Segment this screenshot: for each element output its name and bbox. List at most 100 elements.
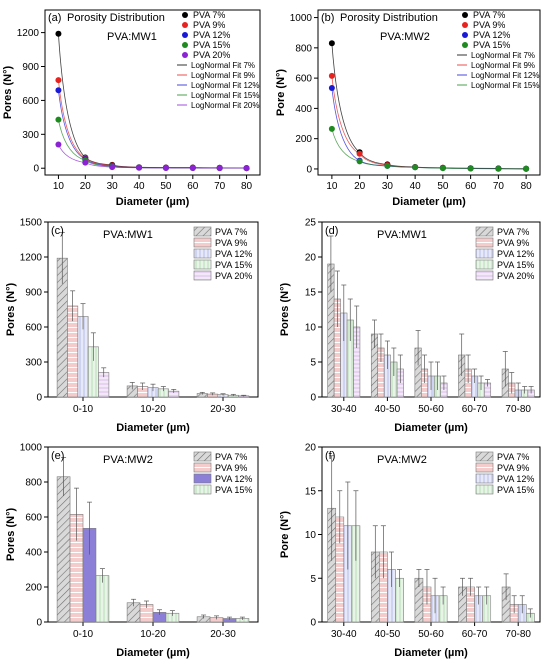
- legend-swatch: [193, 237, 212, 248]
- y-tick-label: 600: [22, 96, 39, 107]
- legend-marker: [462, 22, 468, 28]
- x-tick-label: 40-50: [375, 404, 401, 415]
- x-tick-label: 70: [493, 181, 505, 192]
- y-axis-label: Pores (N°): [279, 283, 291, 337]
- x-tick-label: 30: [382, 181, 394, 192]
- x-tick-label: 80: [521, 181, 533, 192]
- legend-swatch: [475, 270, 494, 281]
- legend-marker: [182, 42, 188, 48]
- chart-title: Porosity Distribution: [340, 12, 438, 24]
- y-tick-label: 600: [25, 513, 42, 524]
- y-tick-label: 1000: [20, 443, 43, 454]
- x-tick-label: 10-20: [140, 629, 166, 640]
- x-tick-label: 50: [437, 181, 449, 192]
- chart-subtitle: PVA:MW1: [377, 229, 427, 241]
- legend-entry: PVA 15%: [215, 485, 252, 495]
- y-axis-label: Pore (N°): [275, 69, 287, 117]
- legend-entry: PVA 15%: [215, 260, 252, 270]
- legend-swatch: [193, 473, 212, 484]
- y-tick-label: 400: [25, 548, 42, 559]
- legend-swatch: [475, 237, 494, 248]
- data-point-pva-12: [55, 87, 62, 94]
- legend-swatch: [193, 462, 212, 473]
- y-tick-label: 300: [22, 130, 39, 141]
- x-tick-label: 10: [326, 181, 338, 192]
- data-point-pva-15: [412, 164, 419, 171]
- panel-c: 0 300 600 900 1200 1500 0-10 10-20 20-30 (c) PVA:M…: [5, 218, 259, 434]
- legend-marker: [462, 42, 468, 48]
- data-point-pva-20: [243, 165, 250, 172]
- panel-f: 0 5 10 15 20 30-40 40-50 50-60 60-70 70-80 (f) PVA:…: [279, 443, 541, 659]
- y-tick-label: 800: [25, 478, 42, 489]
- legend-entry: PVA 20%: [497, 271, 534, 281]
- legend-entry: LogNormal Fit 9%: [191, 71, 255, 80]
- chart-title: Porosity Distribution: [67, 12, 165, 24]
- legend-entry: LogNormal Fit 12%: [191, 81, 259, 90]
- legend-entry: PVA 20%: [215, 271, 252, 281]
- y-tick-label: 5: [310, 574, 316, 585]
- x-tick-label: 20-30: [210, 629, 236, 640]
- chart-subtitle: PVA:MW1: [107, 31, 157, 43]
- legend-entry: PVA 12%: [497, 249, 534, 259]
- data-point-pva-9: [55, 77, 62, 84]
- panel-label: (b): [321, 12, 334, 24]
- legend-entry: PVA 7%: [215, 227, 247, 237]
- data-point-pva-9: [328, 72, 335, 79]
- legend-marker: [182, 32, 188, 38]
- data-point-pva-20: [216, 165, 223, 172]
- chart-subtitle: PVA:MW2: [103, 454, 153, 466]
- y-tick-label: 5: [310, 358, 316, 369]
- legend-entry: PVA 9%: [215, 238, 247, 248]
- y-tick-label: 10: [305, 323, 317, 334]
- y-tick-label: 600: [25, 323, 42, 334]
- legend-swatch: [193, 226, 212, 237]
- data-point-pva-7: [55, 30, 62, 37]
- legend-entry: PVA 15%: [497, 260, 534, 270]
- data-point-pva-7: [328, 40, 335, 47]
- y-tick-label: 20: [305, 443, 317, 454]
- legend-entry: PVA 7%: [497, 227, 529, 237]
- legend-swatch: [475, 226, 494, 237]
- legend-entry: PVA 7%: [473, 10, 505, 20]
- data-point-pva-15: [467, 165, 474, 172]
- x-tick-label: 50-60: [418, 404, 444, 415]
- legend-swatch: [193, 248, 212, 259]
- chart-subtitle: PVA:MW2: [377, 454, 427, 466]
- legend-entry: LogNormal Fit 20%: [191, 101, 259, 110]
- x-tick-label: 20: [354, 181, 366, 192]
- x-tick-label: 30: [107, 181, 119, 192]
- y-tick-label: 0: [33, 164, 39, 175]
- panel-label: (e): [51, 450, 64, 462]
- legend-entry: LogNormal Fit 7%: [191, 61, 255, 70]
- legend-entry: PVA 7%: [497, 452, 529, 462]
- legend-marker: [462, 32, 468, 38]
- data-point-pva-20: [189, 164, 196, 171]
- x-axis-label: Diameter (µm): [116, 422, 190, 434]
- legend-swatch: [475, 484, 494, 495]
- legend-swatch: [475, 451, 494, 462]
- data-point-pva-20: [82, 159, 89, 166]
- legend-swatch: [193, 259, 212, 270]
- legend-swatch: [193, 270, 212, 281]
- fit-curve-pva-12: [331, 87, 527, 170]
- legend-entry: LogNormal Fit 15%: [471, 81, 539, 90]
- y-tick-label: 10: [305, 530, 317, 541]
- y-tick-label: 20: [305, 253, 317, 264]
- x-tick-label: 60-70: [462, 629, 488, 640]
- y-tick-label: 0: [36, 618, 42, 629]
- y-tick-label: 900: [25, 288, 42, 299]
- x-axis-label: Diameter (µm): [394, 647, 468, 659]
- x-tick-label: 30-40: [331, 629, 357, 640]
- x-axis-label: Diameter (µm): [116, 647, 190, 659]
- legend-entry: PVA 9%: [497, 238, 529, 248]
- panel-label: (f): [325, 450, 335, 462]
- legend-entry: LogNormal Fit 7%: [471, 51, 535, 60]
- bar-pva-7: [56, 476, 71, 623]
- x-tick-label: 0-10: [73, 629, 93, 640]
- data-point-pva-15: [439, 165, 446, 172]
- legend-entry: PVA 9%: [193, 20, 225, 30]
- panel-label: (d): [325, 225, 338, 237]
- x-tick-label: 60: [465, 181, 477, 192]
- y-tick-label: 0: [310, 393, 316, 404]
